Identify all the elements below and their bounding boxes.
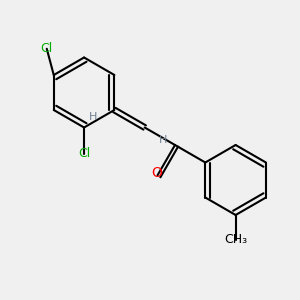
- Text: H: H: [88, 112, 97, 122]
- Text: CH₃: CH₃: [224, 233, 247, 246]
- Text: O: O: [152, 166, 162, 179]
- Text: Cl: Cl: [78, 147, 90, 160]
- Text: H: H: [159, 135, 167, 145]
- Text: Cl: Cl: [40, 42, 53, 56]
